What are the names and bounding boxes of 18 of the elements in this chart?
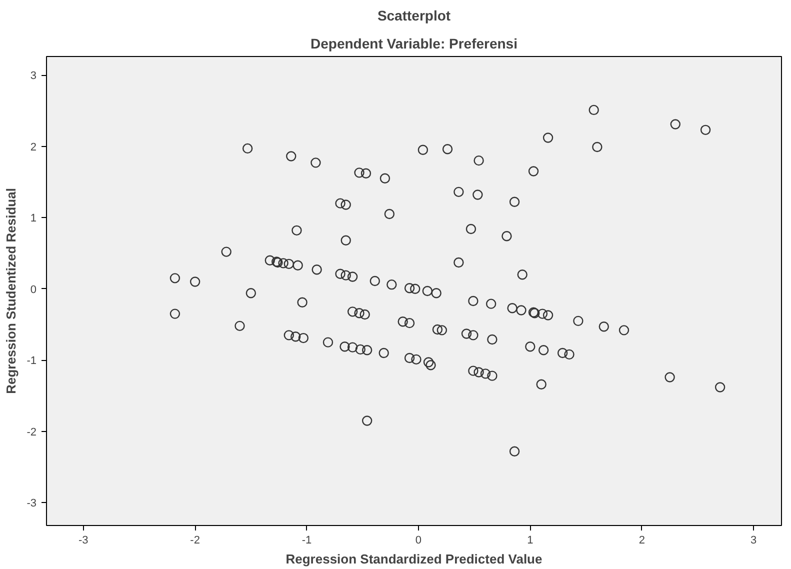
x-tick-label: -1: [302, 534, 312, 546]
x-tick-label: 0: [415, 534, 422, 546]
y-tick-label: 2: [30, 141, 37, 154]
y-tick-label: -1: [26, 355, 36, 368]
y-tick-label: 0: [30, 284, 37, 296]
chart-title: Scatterplot: [377, 8, 451, 24]
y-tick-label: 3: [30, 70, 37, 82]
x-tick-label: -3: [78, 534, 88, 546]
y-axis-title: Regression Studentized Residual: [4, 188, 19, 394]
y-tick-label: -2: [26, 426, 36, 438]
x-axis-title: Regression Standardized Predicted Value: [286, 552, 542, 566]
chart-subtitle: Dependent Variable: Preferensi: [310, 36, 518, 52]
y-tick-label: -3: [26, 498, 36, 510]
y-tick-label: 1: [30, 212, 37, 225]
x-tick-label: -2: [190, 534, 200, 546]
x-tick-label: 2: [638, 534, 645, 546]
x-tick-label: 3: [750, 534, 757, 546]
x-tick-label: 1: [527, 534, 534, 546]
